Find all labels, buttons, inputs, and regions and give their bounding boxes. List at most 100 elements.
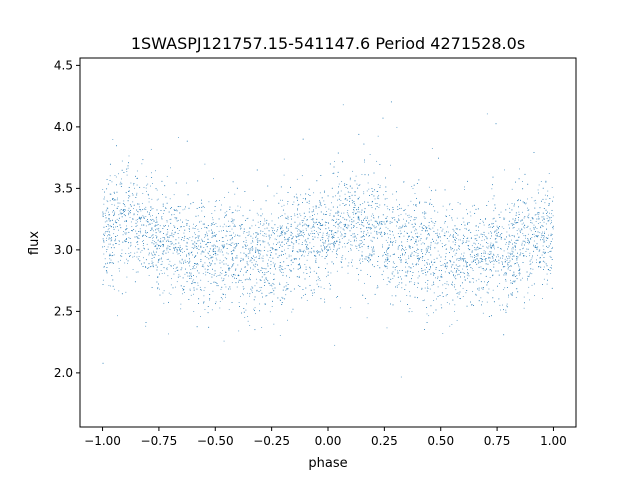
data-point (143, 240, 144, 241)
data-point (231, 282, 233, 284)
data-point (112, 223, 114, 225)
data-point (513, 255, 515, 257)
data-point (133, 255, 135, 257)
data-point (475, 208, 477, 210)
data-point (233, 232, 235, 234)
data-point (386, 251, 388, 253)
data-point (354, 204, 356, 206)
data-point (326, 233, 328, 234)
data-point (188, 238, 190, 240)
data-point (509, 211, 511, 213)
data-point (291, 232, 292, 233)
data-point (173, 194, 175, 196)
data-point (286, 218, 288, 219)
data-point (475, 259, 476, 261)
data-point (220, 288, 222, 290)
data-point (125, 291, 127, 293)
data-point (115, 199, 117, 201)
data-point (347, 272, 349, 274)
data-point (351, 261, 352, 263)
data-point (253, 308, 255, 310)
data-point (168, 292, 170, 294)
data-point (345, 258, 347, 260)
data-point (528, 213, 530, 215)
data-point (245, 237, 247, 239)
data-point (429, 246, 431, 248)
data-point (359, 258, 361, 260)
data-point (405, 246, 406, 248)
data-point (383, 194, 384, 196)
data-point (334, 160, 335, 162)
data-point (163, 225, 164, 227)
data-point (228, 220, 229, 222)
data-point (283, 174, 285, 176)
data-point (552, 225, 554, 227)
data-point (271, 227, 273, 229)
data-point (529, 252, 531, 254)
data-point (295, 235, 297, 237)
data-point (527, 233, 529, 235)
data-point (518, 274, 520, 276)
data-point (215, 201, 217, 202)
data-point (510, 282, 512, 284)
data-point (448, 272, 450, 274)
data-point (413, 226, 415, 228)
data-point (465, 261, 467, 263)
data-point (339, 215, 341, 217)
data-point (450, 246, 451, 248)
data-point (151, 252, 152, 254)
data-point (108, 243, 110, 245)
data-point (450, 249, 452, 251)
data-point (254, 256, 256, 258)
data-point (456, 228, 458, 230)
data-point (367, 174, 369, 176)
data-point (113, 215, 114, 217)
data-point (367, 247, 369, 249)
data-point (524, 227, 526, 229)
data-point (165, 196, 167, 198)
data-point (102, 284, 104, 285)
data-point (142, 192, 144, 194)
data-point (280, 186, 282, 188)
data-point (508, 255, 510, 257)
data-point (376, 160, 378, 162)
data-point (529, 228, 531, 230)
data-point (235, 234, 237, 236)
data-point (384, 234, 385, 235)
data-point (145, 206, 147, 208)
data-point (155, 245, 157, 247)
data-point (496, 225, 498, 227)
data-point (232, 256, 233, 258)
data-point (368, 220, 370, 222)
data-point (290, 270, 292, 271)
data-point (214, 281, 216, 283)
data-point (404, 223, 406, 225)
data-point (533, 200, 535, 202)
data-point (444, 235, 446, 237)
data-point (213, 281, 214, 283)
data-point (393, 253, 395, 255)
data-point (180, 248, 182, 250)
data-point (416, 244, 418, 246)
data-point (396, 199, 397, 201)
data-point (301, 244, 303, 245)
data-point (457, 296, 459, 298)
data-point (299, 268, 301, 269)
data-point (191, 240, 193, 242)
data-point (545, 239, 547, 241)
data-point (253, 200, 254, 201)
data-point (281, 271, 282, 273)
data-point (483, 239, 485, 241)
data-point (330, 272, 332, 274)
data-point (476, 263, 478, 265)
data-point (400, 376, 402, 378)
data-point (421, 222, 422, 224)
data-point (533, 152, 535, 153)
data-point (427, 259, 429, 261)
data-point (166, 221, 168, 223)
data-point (539, 222, 541, 224)
data-point (171, 207, 172, 208)
data-point (417, 282, 419, 284)
data-point (259, 233, 261, 235)
data-point (427, 288, 429, 289)
